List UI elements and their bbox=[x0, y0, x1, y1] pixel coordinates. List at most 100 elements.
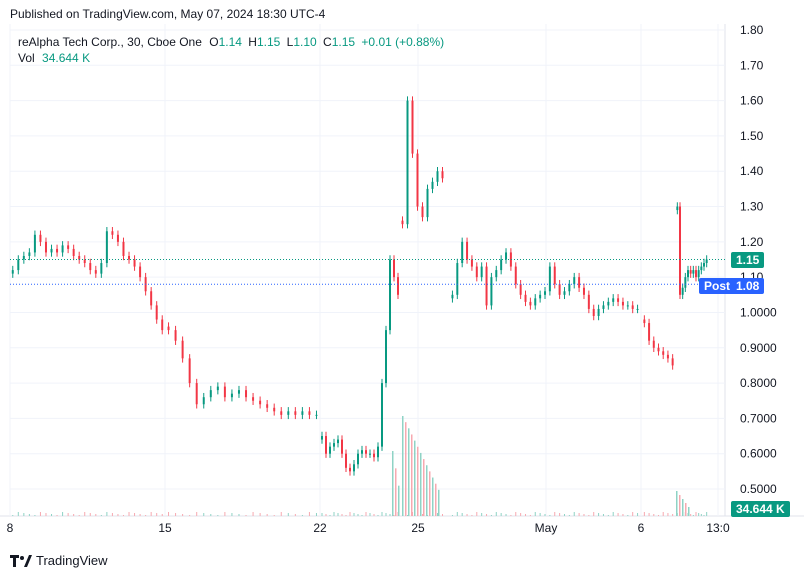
volume-bar bbox=[259, 513, 261, 516]
volume-bar bbox=[549, 515, 551, 516]
candle-body bbox=[652, 340, 655, 348]
volume-bar bbox=[315, 513, 317, 516]
volume-bar bbox=[423, 459, 425, 516]
volume-bar bbox=[662, 512, 664, 516]
volume-bar bbox=[287, 513, 289, 516]
volume-bar bbox=[481, 513, 483, 516]
candle-body bbox=[679, 206, 681, 295]
candle-body bbox=[150, 291, 153, 306]
candle-body bbox=[480, 266, 483, 278]
high-label: H bbox=[248, 35, 257, 49]
candle-body bbox=[325, 436, 327, 454]
volume-bar bbox=[67, 513, 69, 516]
volume-bar bbox=[266, 514, 268, 516]
candle-body bbox=[237, 390, 240, 394]
open-value: 1.14 bbox=[218, 35, 242, 49]
volume-bar bbox=[563, 514, 565, 516]
low-label: L bbox=[286, 35, 294, 49]
candle-body bbox=[582, 287, 585, 295]
candle-body bbox=[381, 383, 383, 447]
candle-body bbox=[578, 277, 581, 288]
candle-body bbox=[385, 330, 387, 384]
volume-bar bbox=[389, 514, 391, 516]
volume-bar bbox=[78, 515, 80, 516]
volume-bar bbox=[345, 515, 347, 516]
candle-body bbox=[111, 231, 114, 235]
x-tick-label: 25 bbox=[411, 521, 425, 535]
volume-bar bbox=[231, 513, 233, 516]
volume-bar bbox=[398, 485, 400, 516]
volume-bar bbox=[559, 513, 561, 516]
volume-bar bbox=[456, 512, 458, 516]
y-tick-label: 0.9000 bbox=[740, 341, 777, 355]
volume-bar bbox=[411, 434, 413, 516]
candle-body bbox=[116, 234, 119, 242]
candle-body bbox=[689, 270, 692, 274]
candle-body bbox=[617, 298, 620, 302]
volume-bar bbox=[706, 512, 708, 516]
candle-body bbox=[681, 287, 684, 295]
volume-bar bbox=[134, 513, 136, 516]
candle-body bbox=[223, 386, 226, 398]
volume-bar bbox=[405, 422, 407, 516]
candle-body bbox=[626, 305, 629, 307]
volume-bar bbox=[500, 513, 502, 516]
candle-body bbox=[597, 308, 600, 316]
candle-body bbox=[490, 277, 493, 306]
volume-bar bbox=[607, 515, 609, 516]
volume-bar bbox=[578, 513, 580, 516]
candle-body bbox=[230, 393, 233, 398]
volume-bar bbox=[505, 514, 507, 516]
volume-bar bbox=[451, 515, 453, 516]
candle-body bbox=[662, 351, 665, 355]
candle-body bbox=[67, 245, 70, 249]
candle-body bbox=[401, 220, 404, 225]
volume-bar bbox=[294, 514, 296, 516]
y-tick-label: 1.40 bbox=[740, 164, 764, 178]
volume-bar bbox=[612, 512, 614, 516]
volume-bar bbox=[392, 451, 394, 516]
candle-body bbox=[643, 319, 646, 324]
volume-bar bbox=[510, 515, 512, 516]
volume-bar bbox=[301, 515, 303, 516]
volume-bar bbox=[321, 513, 323, 516]
volume-bar bbox=[520, 513, 522, 516]
volume-bar bbox=[23, 513, 25, 516]
candle-body bbox=[365, 450, 367, 454]
volume-bar bbox=[568, 515, 570, 516]
volume-bar bbox=[688, 507, 690, 516]
volume-value: 34.644 K bbox=[42, 51, 91, 65]
candle-body bbox=[209, 390, 212, 398]
chart[interactable]: 1.80 1.70 1.60 1.50 1.40 1.30 1.20 1.10 1.0000 0.… bbox=[0, 24, 804, 544]
high-value: 1.15 bbox=[256, 35, 281, 49]
chart-canvas[interactable]: 1.80 1.70 1.60 1.50 1.40 1.30 1.20 1.10 1.0000 0.… bbox=[0, 24, 804, 544]
candle-body bbox=[666, 354, 669, 359]
volume-bar bbox=[34, 515, 36, 516]
candle-body bbox=[631, 305, 634, 309]
volume-bar bbox=[682, 499, 684, 516]
volume-bar bbox=[692, 515, 694, 516]
candle-body bbox=[105, 231, 108, 264]
volume-bar bbox=[554, 512, 556, 516]
volume-bar bbox=[337, 513, 339, 516]
candle-body bbox=[397, 277, 399, 295]
volume-bar bbox=[429, 471, 431, 516]
volume-bar bbox=[476, 512, 478, 516]
volume-bar bbox=[203, 513, 205, 516]
volume-bar bbox=[369, 513, 371, 516]
volume-bar bbox=[402, 416, 404, 516]
volume-bar bbox=[224, 512, 226, 516]
candle-body bbox=[470, 259, 473, 267]
candle-body bbox=[155, 305, 158, 320]
volume-bar bbox=[156, 513, 158, 516]
candle-body bbox=[133, 259, 136, 267]
candle-body bbox=[548, 266, 551, 292]
change-value: +0.01 (+0.88%) bbox=[361, 35, 445, 49]
volume-bar bbox=[529, 515, 531, 516]
x-tick-label: 15 bbox=[158, 521, 172, 535]
volume-bar bbox=[486, 514, 488, 516]
candle-body bbox=[373, 453, 375, 458]
volume-bar bbox=[602, 514, 604, 516]
volume-bar bbox=[685, 503, 687, 516]
volume-bar bbox=[245, 515, 247, 516]
